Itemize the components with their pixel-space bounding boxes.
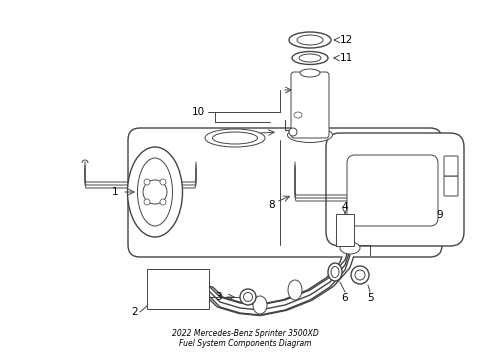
FancyBboxPatch shape: [347, 155, 438, 226]
Text: 7: 7: [137, 193, 143, 203]
Ellipse shape: [294, 112, 302, 118]
Ellipse shape: [288, 127, 333, 143]
Circle shape: [144, 199, 150, 205]
Ellipse shape: [289, 32, 331, 48]
Text: 8: 8: [269, 200, 275, 210]
FancyBboxPatch shape: [336, 214, 354, 246]
Text: 2022 Mercedes-Benz Sprinter 3500XD
Fuel System Components Diagram: 2022 Mercedes-Benz Sprinter 3500XD Fuel …: [172, 329, 318, 348]
Text: 5: 5: [367, 293, 373, 303]
Circle shape: [144, 179, 150, 185]
Text: 10: 10: [192, 107, 205, 117]
Ellipse shape: [244, 292, 252, 302]
Text: 4: 4: [342, 202, 348, 212]
FancyBboxPatch shape: [444, 156, 458, 176]
FancyBboxPatch shape: [326, 133, 464, 246]
Ellipse shape: [331, 266, 339, 278]
Ellipse shape: [288, 280, 302, 300]
Ellipse shape: [299, 54, 321, 62]
Circle shape: [160, 179, 166, 185]
Text: 9: 9: [437, 210, 443, 220]
Text: 13: 13: [227, 130, 240, 140]
FancyBboxPatch shape: [128, 128, 442, 257]
FancyBboxPatch shape: [147, 269, 209, 309]
Ellipse shape: [300, 69, 320, 77]
Ellipse shape: [355, 270, 365, 280]
Text: 3: 3: [216, 292, 222, 302]
Circle shape: [143, 180, 167, 204]
Ellipse shape: [340, 242, 360, 254]
Text: 11: 11: [340, 53, 353, 63]
Ellipse shape: [328, 263, 342, 281]
Text: 12: 12: [340, 35, 353, 45]
Ellipse shape: [138, 158, 172, 226]
Ellipse shape: [297, 35, 323, 45]
FancyBboxPatch shape: [291, 72, 329, 138]
Ellipse shape: [253, 296, 267, 314]
Ellipse shape: [205, 129, 265, 147]
Ellipse shape: [127, 147, 182, 237]
Circle shape: [289, 128, 297, 136]
Text: 6: 6: [342, 293, 348, 303]
Text: 1: 1: [111, 187, 118, 197]
Text: 2: 2: [131, 307, 138, 317]
FancyBboxPatch shape: [444, 176, 458, 196]
Ellipse shape: [213, 132, 258, 144]
Ellipse shape: [292, 51, 328, 64]
Ellipse shape: [240, 289, 256, 305]
Circle shape: [160, 199, 166, 205]
Ellipse shape: [351, 266, 369, 284]
